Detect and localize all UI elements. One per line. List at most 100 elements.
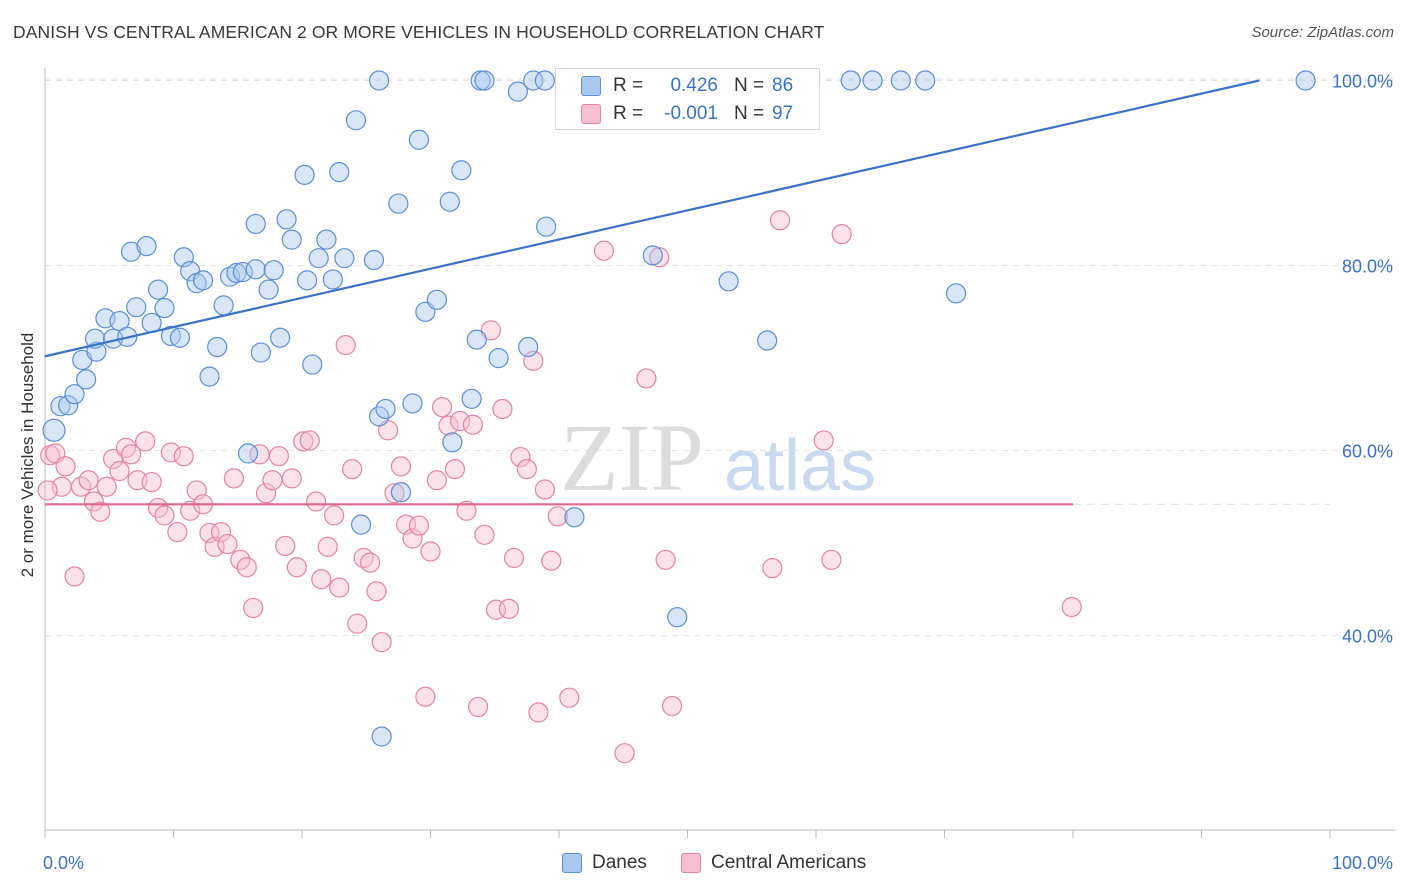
central-american-point	[160, 442, 182, 463]
dane-point	[442, 432, 463, 453]
central-american-point	[236, 557, 257, 578]
dane-point	[199, 366, 220, 387]
central-american-point	[547, 506, 568, 527]
central-american-point	[109, 460, 130, 482]
y-tick-label: 60.0%	[1342, 442, 1393, 462]
central-american-point	[480, 320, 501, 341]
gridlines	[45, 78, 1395, 637]
central-american-point	[37, 480, 58, 501]
watermark-zip: ZIP	[560, 404, 704, 511]
dane-point	[258, 279, 279, 300]
dane-point	[302, 354, 323, 375]
dane-point	[86, 341, 107, 362]
dane-point	[316, 229, 337, 250]
dane-point	[451, 160, 472, 181]
x-tick-label: 0.0%	[43, 853, 84, 873]
n-value: 97	[772, 103, 794, 124]
central-american-point	[420, 541, 441, 562]
dane-point	[474, 70, 495, 91]
central-american-point	[467, 696, 489, 718]
central-american-point	[293, 431, 314, 452]
central-american-point	[275, 535, 296, 557]
central-american-point	[408, 515, 430, 536]
central-americans-swatch	[581, 104, 601, 124]
central-american-point	[167, 521, 188, 543]
central-american-point	[347, 613, 368, 634]
dane-point	[322, 269, 343, 290]
dane-point	[518, 336, 539, 358]
dane-point	[369, 70, 390, 91]
n-label: N =	[734, 103, 765, 124]
central-american-point	[541, 550, 562, 571]
central-american-point	[317, 536, 338, 557]
r-label: R =	[613, 103, 644, 124]
dane-point	[426, 289, 448, 310]
dane-point	[213, 295, 234, 316]
dane-point	[466, 329, 487, 350]
central-american-point	[96, 476, 117, 497]
central-american-point	[762, 558, 783, 579]
central-american-point	[262, 470, 283, 491]
dane-point	[136, 236, 157, 257]
danes-points	[42, 70, 1316, 747]
legend-label: Danes	[592, 852, 647, 873]
central-american-point	[299, 430, 320, 451]
dane-point	[363, 249, 385, 271]
legend-item-danes[interactable]: Danes	[562, 852, 647, 874]
source-credit: Source: ZipAtlas.com	[1251, 24, 1394, 41]
dane-point	[42, 418, 66, 442]
dane-point	[564, 507, 585, 528]
central-american-point	[243, 597, 264, 619]
central-americans-swatch	[681, 853, 701, 873]
central-american-point	[311, 569, 332, 590]
dane-point	[890, 70, 911, 91]
dane-point	[1295, 70, 1316, 91]
y-tick-label: 100.0%	[1332, 72, 1393, 92]
dane-point	[192, 270, 214, 291]
dane-point	[371, 726, 392, 747]
dane-point	[388, 193, 409, 214]
dane-point	[329, 162, 350, 183]
dane-point	[345, 110, 367, 131]
central-american-point	[559, 687, 580, 708]
dane-point	[402, 393, 423, 414]
central-american-point	[402, 528, 423, 549]
dane-point	[507, 81, 528, 102]
central-american-point	[462, 414, 484, 435]
stats-row-central-americans: R = -0.001 N = 97	[556, 100, 819, 128]
dane-point	[154, 298, 175, 319]
central-american-point	[366, 581, 387, 602]
zipatlas-watermark: ZIP atlas	[560, 404, 876, 511]
legend-item-central-americans[interactable]: Central Americans	[681, 852, 866, 874]
x-tick-label: 100.0%	[1332, 853, 1393, 873]
dane-point	[237, 443, 259, 464]
central-american-point	[614, 743, 635, 764]
central-american-point	[516, 459, 537, 480]
central-american-point	[335, 335, 356, 356]
dane-point	[147, 279, 169, 300]
y-tick-label: 40.0%	[1342, 627, 1393, 647]
dane-point	[76, 369, 97, 390]
central-american-point	[821, 549, 842, 570]
watermark-atlas: atlas	[724, 426, 876, 506]
central-american-point	[120, 444, 142, 465]
danes-swatch	[581, 76, 601, 96]
central-american-point	[371, 632, 392, 653]
central-american-point	[1061, 596, 1082, 618]
central-american-point	[329, 577, 350, 598]
dane-point	[245, 213, 266, 235]
dane-point	[64, 384, 85, 405]
central-american-point	[306, 491, 327, 512]
central-american-point	[64, 566, 85, 587]
central-american-point	[449, 410, 471, 432]
central-american-point	[223, 468, 244, 489]
central-american-point	[360, 552, 381, 573]
central-american-point	[281, 468, 302, 489]
central-american-point	[180, 500, 201, 521]
dane-point	[840, 70, 861, 91]
axes	[44, 68, 1395, 838]
central-american-point	[593, 240, 615, 261]
bottom-legend: Danes Central Americans	[0, 850, 1406, 878]
n-label: N =	[734, 75, 765, 96]
